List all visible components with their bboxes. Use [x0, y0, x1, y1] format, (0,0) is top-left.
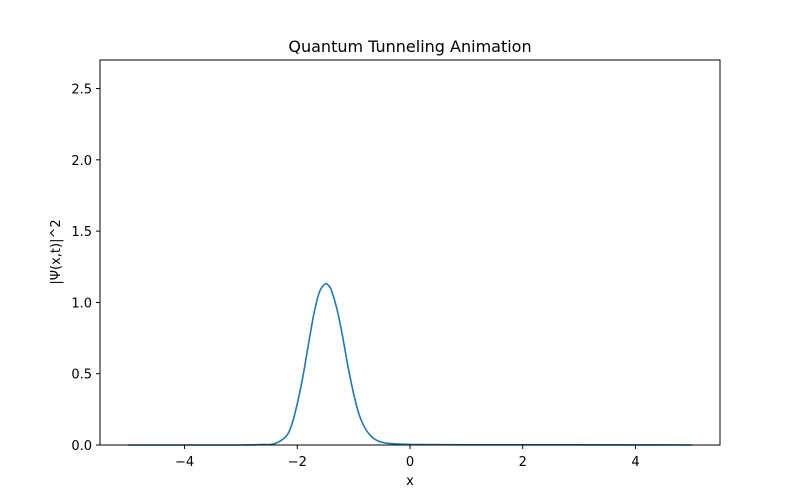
x-tick-label: 4	[631, 455, 639, 470]
x-tick-label: 2	[519, 455, 527, 470]
y-tick-label: 2.0	[71, 154, 92, 169]
y-tick-label: 2.5	[71, 83, 92, 98]
x-tick-label: −4	[175, 455, 194, 470]
x-ticks: −4 −2 0 2 4	[175, 445, 640, 470]
x-axis-label: x	[406, 474, 414, 489]
y-tick-label: 1.0	[71, 296, 92, 311]
y-tick-label: 0.0	[71, 439, 92, 454]
y-tick-label: 1.5	[71, 225, 92, 240]
x-tick-label: 0	[406, 455, 414, 470]
plot-area	[128, 282, 692, 446]
x-tick-label: −2	[288, 455, 307, 470]
chart-title: Quantum Tunneling Animation	[288, 37, 531, 56]
y-axis-label: |Ψ(x,t)|^2	[49, 219, 64, 284]
y-tick-label: 0.5	[71, 368, 92, 383]
axes-frame	[99, 59, 721, 446]
series-line	[128, 282, 692, 446]
y-ticks: 0.0 0.5 1.0 1.5 2.0 2.5	[71, 83, 100, 454]
